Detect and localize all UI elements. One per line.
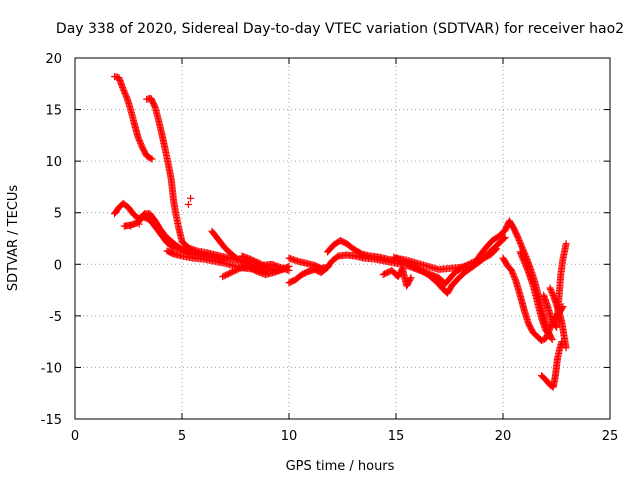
chart-title: Day 338 of 2020, Sidereal Day-to-day VTE…	[56, 21, 624, 37]
data-point	[546, 324, 554, 332]
data-point	[135, 220, 143, 228]
data-point	[148, 155, 156, 163]
data-point	[324, 263, 332, 271]
data-point	[134, 133, 142, 141]
y-tick-label: -15	[41, 413, 62, 428]
data-point	[562, 240, 570, 248]
data-point	[121, 89, 129, 97]
data-point	[516, 248, 524, 256]
data-point	[187, 194, 195, 202]
data-point	[322, 264, 330, 272]
data-point	[508, 268, 516, 276]
x-tick-label: 25	[602, 429, 619, 444]
data-point	[518, 252, 526, 260]
data-point	[549, 291, 557, 299]
data-point	[281, 264, 289, 272]
y-tick-label: 0	[54, 258, 62, 273]
data-point	[514, 233, 522, 241]
data-point	[284, 263, 292, 271]
data-point	[122, 92, 130, 100]
data-point	[546, 331, 554, 339]
data-point	[136, 138, 144, 146]
data-point	[523, 264, 531, 272]
data-point	[517, 251, 525, 259]
data-point	[119, 85, 127, 93]
data-point	[406, 275, 414, 283]
data-point	[407, 274, 415, 282]
y-tick-label: -5	[49, 310, 62, 325]
data-point	[137, 139, 145, 147]
data-point	[517, 241, 525, 249]
data-point	[510, 272, 518, 280]
x-tick-label: 5	[178, 429, 186, 444]
data-point	[522, 263, 530, 271]
data-point	[127, 222, 135, 230]
data-point	[137, 141, 145, 149]
data-point	[135, 136, 143, 144]
data-point	[122, 91, 130, 99]
data-point	[547, 287, 555, 295]
data-point	[515, 236, 523, 244]
data-point	[184, 200, 192, 208]
data-point	[518, 242, 526, 250]
data-point	[515, 235, 523, 243]
x-tick-label: 20	[495, 429, 512, 444]
data-point	[516, 239, 524, 247]
data-point	[517, 249, 525, 257]
data-point	[520, 258, 528, 266]
x-tick-label: 15	[388, 429, 405, 444]
data-point	[558, 338, 566, 346]
data-point	[547, 285, 555, 293]
x-tick-label: 0	[71, 429, 79, 444]
axis-ticks: 0 5 10 15 20 25 -15 -10 -5 0 5 10 15 20	[41, 52, 619, 444]
data-point	[545, 330, 553, 338]
data-point	[548, 288, 556, 296]
data-point	[500, 235, 508, 242]
data-point	[549, 290, 557, 298]
data-point	[501, 233, 509, 241]
data-point	[511, 274, 519, 282]
data-point	[523, 266, 531, 274]
data-point	[562, 344, 570, 352]
data-point	[120, 86, 128, 94]
data-point	[519, 254, 527, 262]
data-point	[516, 238, 524, 246]
y-tick-label: 15	[45, 104, 62, 119]
y-tick-label: -10	[41, 361, 62, 376]
x-tick-label: 10	[281, 429, 298, 444]
y-axis-label: SDTVAR / TECUs	[6, 185, 21, 292]
data-point	[135, 135, 143, 143]
data-point	[519, 255, 527, 263]
y-tick-label: 20	[45, 52, 62, 67]
y-tick-label: 5	[54, 207, 62, 222]
data-point	[546, 284, 554, 292]
data-point	[120, 88, 128, 96]
data-point	[123, 94, 131, 102]
data-point	[548, 336, 556, 344]
data-point	[522, 261, 530, 269]
data-point	[520, 257, 528, 265]
data-point	[509, 271, 517, 279]
data-point	[285, 262, 293, 270]
data-points	[111, 73, 570, 391]
data-point	[542, 335, 550, 343]
x-axis-label: GPS time / hours	[286, 459, 395, 474]
data-point	[509, 269, 517, 277]
y-tick-label: 10	[45, 155, 62, 170]
data-point	[508, 266, 516, 274]
data-point	[147, 154, 155, 162]
plot-frame	[74, 57, 611, 420]
data-point	[521, 260, 529, 268]
data-point	[518, 244, 526, 252]
